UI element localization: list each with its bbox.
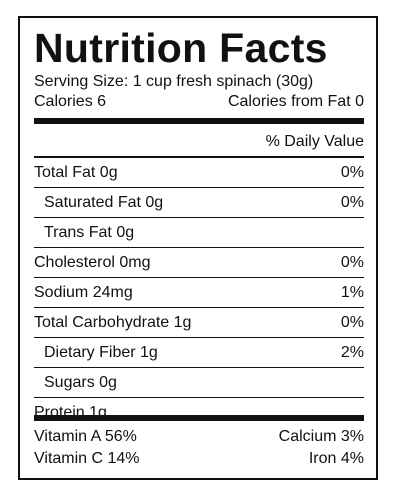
- nutrient-row-protein: Protein 1g: [34, 398, 364, 427]
- nutrient-dv: 0%: [340, 314, 364, 331]
- nutrient-row-dietary-fiber: Dietary Fiber 1g 2%: [34, 338, 364, 368]
- calories-text: Calories 6: [34, 93, 107, 110]
- daily-value-header-text: % Daily Value: [265, 133, 364, 150]
- nutrient-label: Cholesterol 0mg: [34, 254, 151, 271]
- nutrient-label: Total Fat 0g: [34, 164, 118, 181]
- nutrient-label: Trans Fat 0g: [44, 224, 135, 241]
- nutrient-row-sugars: Sugars 0g: [34, 368, 364, 398]
- calories-from-fat-text: Calories from Fat 0: [227, 93, 364, 110]
- nutrient-dv: 0%: [340, 164, 364, 181]
- vitamin-a-text: Vitamin A 56%: [34, 428, 137, 445]
- thick-divider-bottom: [34, 415, 364, 421]
- nutrient-row-total-fat: Total Fat 0g 0%: [34, 158, 364, 188]
- label-title: Nutrition Facts: [34, 25, 328, 71]
- nutrient-row-total-carbohydrate: Total Carbohydrate 1g 0%: [34, 308, 364, 338]
- nutrient-dv: 1%: [340, 284, 364, 301]
- calcium-text: Calcium 3%: [278, 428, 364, 445]
- nutrient-row-cholesterol: Cholesterol 0mg 0%: [34, 248, 364, 278]
- header-divider: [34, 156, 364, 158]
- nutrient-label: Sugars 0g: [44, 374, 117, 391]
- nutrient-dv: 0%: [340, 254, 364, 271]
- nutrient-label: Saturated Fat 0g: [44, 194, 164, 211]
- nutrient-label: Dietary Fiber 1g: [44, 344, 158, 361]
- nutrient-dv: 2%: [340, 344, 364, 361]
- thick-divider: [34, 118, 364, 124]
- nutrient-dv: 0%: [340, 194, 364, 211]
- nutrient-row-trans-fat: Trans Fat 0g: [34, 218, 364, 248]
- nutrient-row-sodium: Sodium 24mg 1%: [34, 278, 364, 308]
- nutrient-label: Total Carbohydrate 1g: [34, 314, 192, 331]
- iron-text: Iron 4%: [308, 450, 364, 467]
- nutrient-label: Sodium 24mg: [34, 284, 133, 301]
- nutrient-row-saturated-fat: Saturated Fat 0g 0%: [34, 188, 364, 218]
- nutrient-label: Protein 1g: [34, 404, 107, 421]
- vitamin-c-text: Vitamin C 14%: [34, 450, 140, 467]
- nutrition-facts-label: Nutrition Facts Serving Size: 1 cup fres…: [18, 16, 378, 480]
- serving-size-text: Serving Size: 1 cup fresh spinach (30g): [34, 73, 314, 90]
